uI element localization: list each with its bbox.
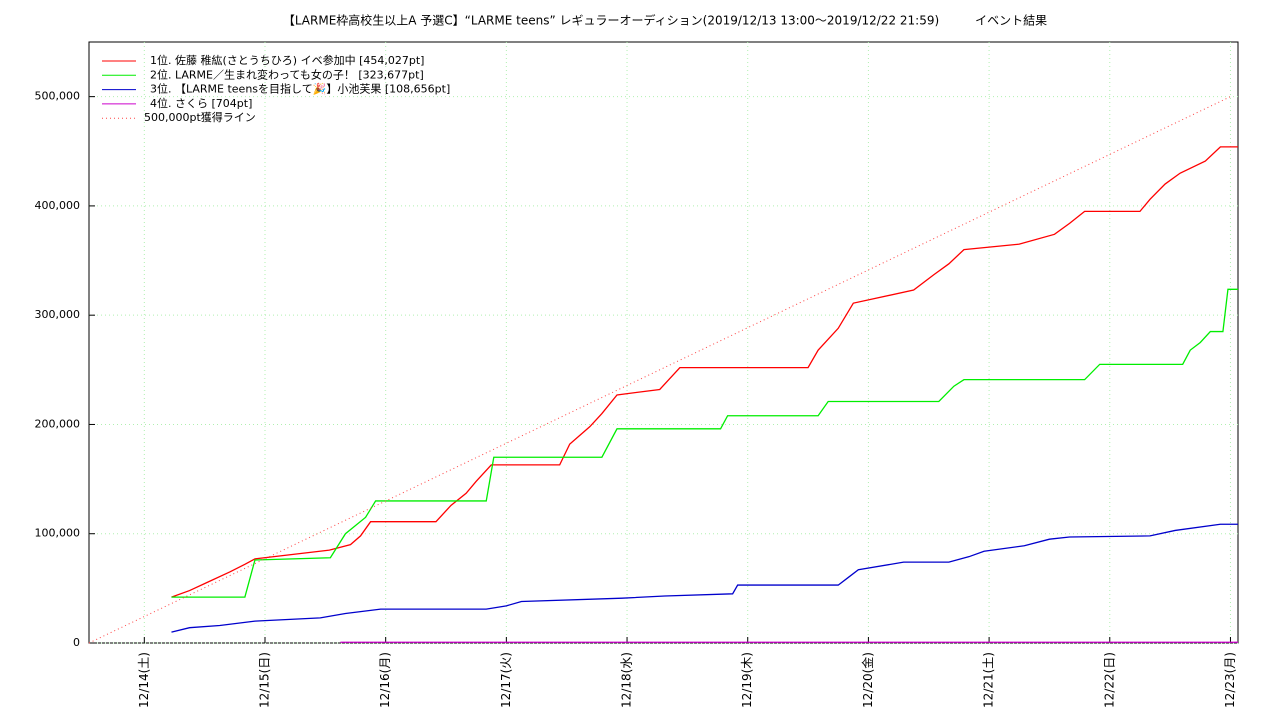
x-tick-label: 12/20(金) (860, 652, 875, 708)
y-tick-label: 0 (73, 636, 80, 649)
x-tick-label: 12/17(火) (499, 652, 513, 708)
x-tick-label: 12/22(日) (1102, 652, 1116, 708)
x-tick-label: 12/19(木) (740, 652, 754, 708)
x-tick-label: 12/16(月) (378, 652, 392, 708)
y-tick-label: 400,000 (35, 199, 81, 212)
x-tick-label: 12/18(水) (620, 652, 634, 708)
y-tick-label: 100,000 (35, 527, 81, 540)
legend-label: 500,000pt獲得ライン (144, 111, 256, 124)
legend-label: 3位. 【LARME teensを目指して🎉】小池芙果 [108,656pt] (150, 82, 450, 96)
plot-frame (88, 41, 1239, 644)
y-tick-label: 500,000 (35, 90, 81, 103)
chart-title: 【LARME枠高校生以上A 予選C】“LARME teens” レギュラーオーデ… (283, 13, 1047, 28)
x-tick-label: 12/23(月) (1223, 652, 1237, 708)
y-tick-label: 300,000 (35, 308, 81, 321)
legend-label: 2位. LARME／生まれ変わっても女の子！ [323,677pt] (150, 67, 424, 81)
x-tick-label: 12/15(日) (257, 652, 271, 708)
series-line (171, 523, 1238, 633)
series-line (171, 146, 1238, 598)
legend-label: 1位. 佐藤 稚紘(さとうちひろ) イベ参加中 [454,027pt] (150, 53, 424, 67)
series-line (171, 288, 1238, 598)
legend-label: 4位. さくら [704pt] (150, 96, 252, 110)
x-tick-label: 12/21(土) (982, 652, 996, 708)
y-tick-label: 200,000 (35, 417, 81, 430)
series-line (88, 96, 1231, 644)
x-tick-label: 12/14(土) (137, 652, 151, 708)
